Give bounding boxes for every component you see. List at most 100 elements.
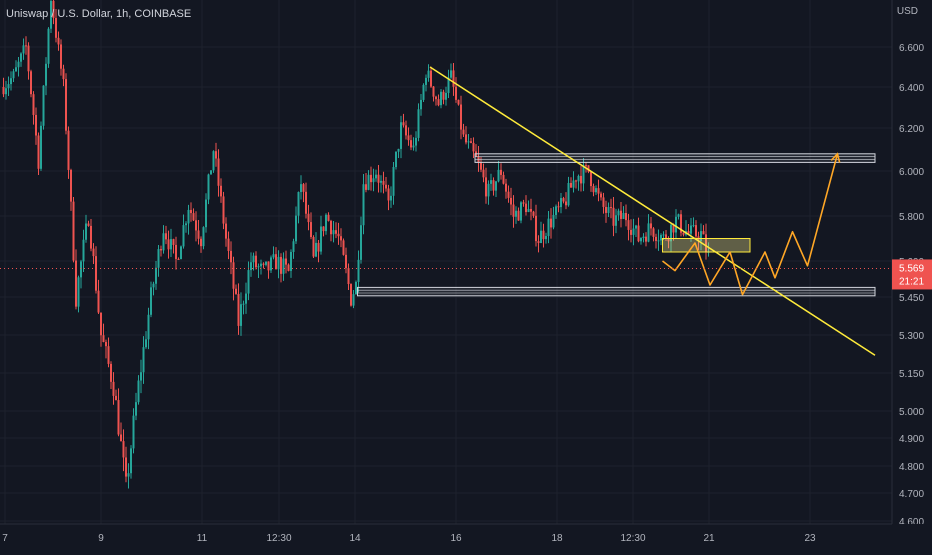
candle-down bbox=[230, 250, 232, 263]
candle-down bbox=[480, 162, 482, 170]
price-tick-label: 6.400 bbox=[899, 83, 924, 94]
candle-down bbox=[592, 186, 595, 193]
candle-up bbox=[207, 174, 210, 200]
price-tick-label: 5.800 bbox=[899, 212, 924, 223]
candle-up bbox=[495, 181, 497, 191]
symbol-title: Uniswap / U.S. Dollar, 1h, COINBASE bbox=[6, 8, 192, 20]
candle-up bbox=[185, 223, 187, 226]
candle-down bbox=[87, 223, 90, 226]
projection-path bbox=[662, 153, 839, 296]
candle-up bbox=[615, 215, 617, 226]
time-tick-label: 23 bbox=[804, 533, 816, 544]
candle-up bbox=[490, 180, 492, 184]
candle-up bbox=[20, 53, 22, 62]
candle-up bbox=[187, 209, 190, 224]
candle-down bbox=[92, 248, 95, 257]
time-tick-label: 12:30 bbox=[620, 533, 645, 544]
candle-up bbox=[607, 207, 610, 213]
candle-up bbox=[142, 347, 145, 373]
candle-up bbox=[137, 380, 140, 403]
candle-down bbox=[600, 193, 602, 198]
candle-up bbox=[360, 225, 362, 260]
candle-up bbox=[555, 206, 557, 215]
candle-up bbox=[292, 241, 295, 252]
candle-down bbox=[435, 96, 437, 100]
candle-up bbox=[240, 304, 242, 326]
candle-down bbox=[262, 263, 265, 265]
price-tick-label: 4.800 bbox=[899, 462, 924, 473]
candle-up bbox=[257, 266, 260, 268]
candle-down bbox=[190, 209, 192, 214]
candle-up bbox=[152, 283, 155, 288]
candle-up bbox=[425, 77, 427, 85]
candle-down bbox=[402, 122, 405, 126]
candle-up bbox=[560, 198, 562, 208]
candle-down bbox=[57, 37, 60, 45]
candle-down bbox=[342, 240, 345, 255]
current-price-value: 5.569 bbox=[899, 263, 924, 274]
candle-up bbox=[677, 214, 680, 217]
candle-down bbox=[192, 213, 195, 221]
candle-down bbox=[510, 197, 512, 205]
candle-down bbox=[327, 214, 330, 221]
candle-down bbox=[200, 238, 202, 247]
candle-down bbox=[337, 233, 340, 237]
candle-down bbox=[705, 234, 707, 253]
time-tick-label: 12:30 bbox=[266, 533, 291, 544]
candle-up bbox=[162, 233, 165, 251]
candle-up bbox=[657, 240, 660, 242]
candle-up bbox=[692, 225, 695, 227]
candle-down bbox=[97, 290, 100, 313]
candle-up bbox=[487, 183, 490, 197]
candle-down bbox=[650, 223, 652, 229]
candle-down bbox=[172, 239, 175, 245]
candle-up bbox=[15, 67, 17, 72]
candle-down bbox=[580, 175, 582, 184]
candle-up bbox=[182, 225, 185, 247]
candle-down bbox=[62, 68, 65, 80]
candle-down bbox=[695, 225, 697, 237]
candle-down bbox=[35, 114, 37, 136]
candle-up bbox=[547, 218, 550, 237]
candle-up bbox=[147, 314, 150, 340]
candle-down bbox=[220, 185, 222, 197]
candle-down bbox=[682, 232, 685, 235]
candle-up bbox=[22, 45, 25, 54]
candle-up bbox=[260, 263, 262, 267]
candle-up bbox=[45, 63, 47, 86]
candle-up bbox=[622, 213, 625, 219]
candle-down bbox=[535, 215, 537, 242]
price-tick-label: 4.700 bbox=[899, 489, 924, 500]
candle-down bbox=[217, 158, 220, 186]
price-tick-label: 4.900 bbox=[899, 434, 924, 445]
candle-up bbox=[632, 228, 635, 235]
candle-down bbox=[507, 191, 510, 198]
candle-down bbox=[542, 230, 545, 240]
candle-down bbox=[667, 238, 670, 242]
candle-down bbox=[387, 188, 390, 201]
candle-up bbox=[77, 277, 80, 307]
candle-up bbox=[372, 178, 375, 183]
candle-down bbox=[222, 196, 225, 224]
candle-up bbox=[205, 199, 207, 228]
candle-down bbox=[437, 99, 440, 106]
candle-up bbox=[17, 61, 20, 68]
candle-up bbox=[447, 77, 450, 93]
price-tick-label: 5.150 bbox=[899, 369, 924, 380]
price-tick-label: 6.000 bbox=[899, 167, 924, 178]
candle-up bbox=[325, 214, 327, 232]
candle-down bbox=[652, 228, 655, 237]
candle-down bbox=[370, 174, 372, 183]
candle-down bbox=[322, 226, 325, 232]
candle-up bbox=[135, 402, 137, 416]
time-axis-background bbox=[0, 524, 932, 550]
candle-up bbox=[420, 99, 422, 110]
candle-down bbox=[72, 201, 75, 261]
candle-up bbox=[127, 473, 130, 477]
candle-down bbox=[60, 44, 62, 69]
candle-down bbox=[365, 184, 367, 190]
candle-up bbox=[210, 170, 212, 175]
candle-down bbox=[75, 260, 77, 307]
